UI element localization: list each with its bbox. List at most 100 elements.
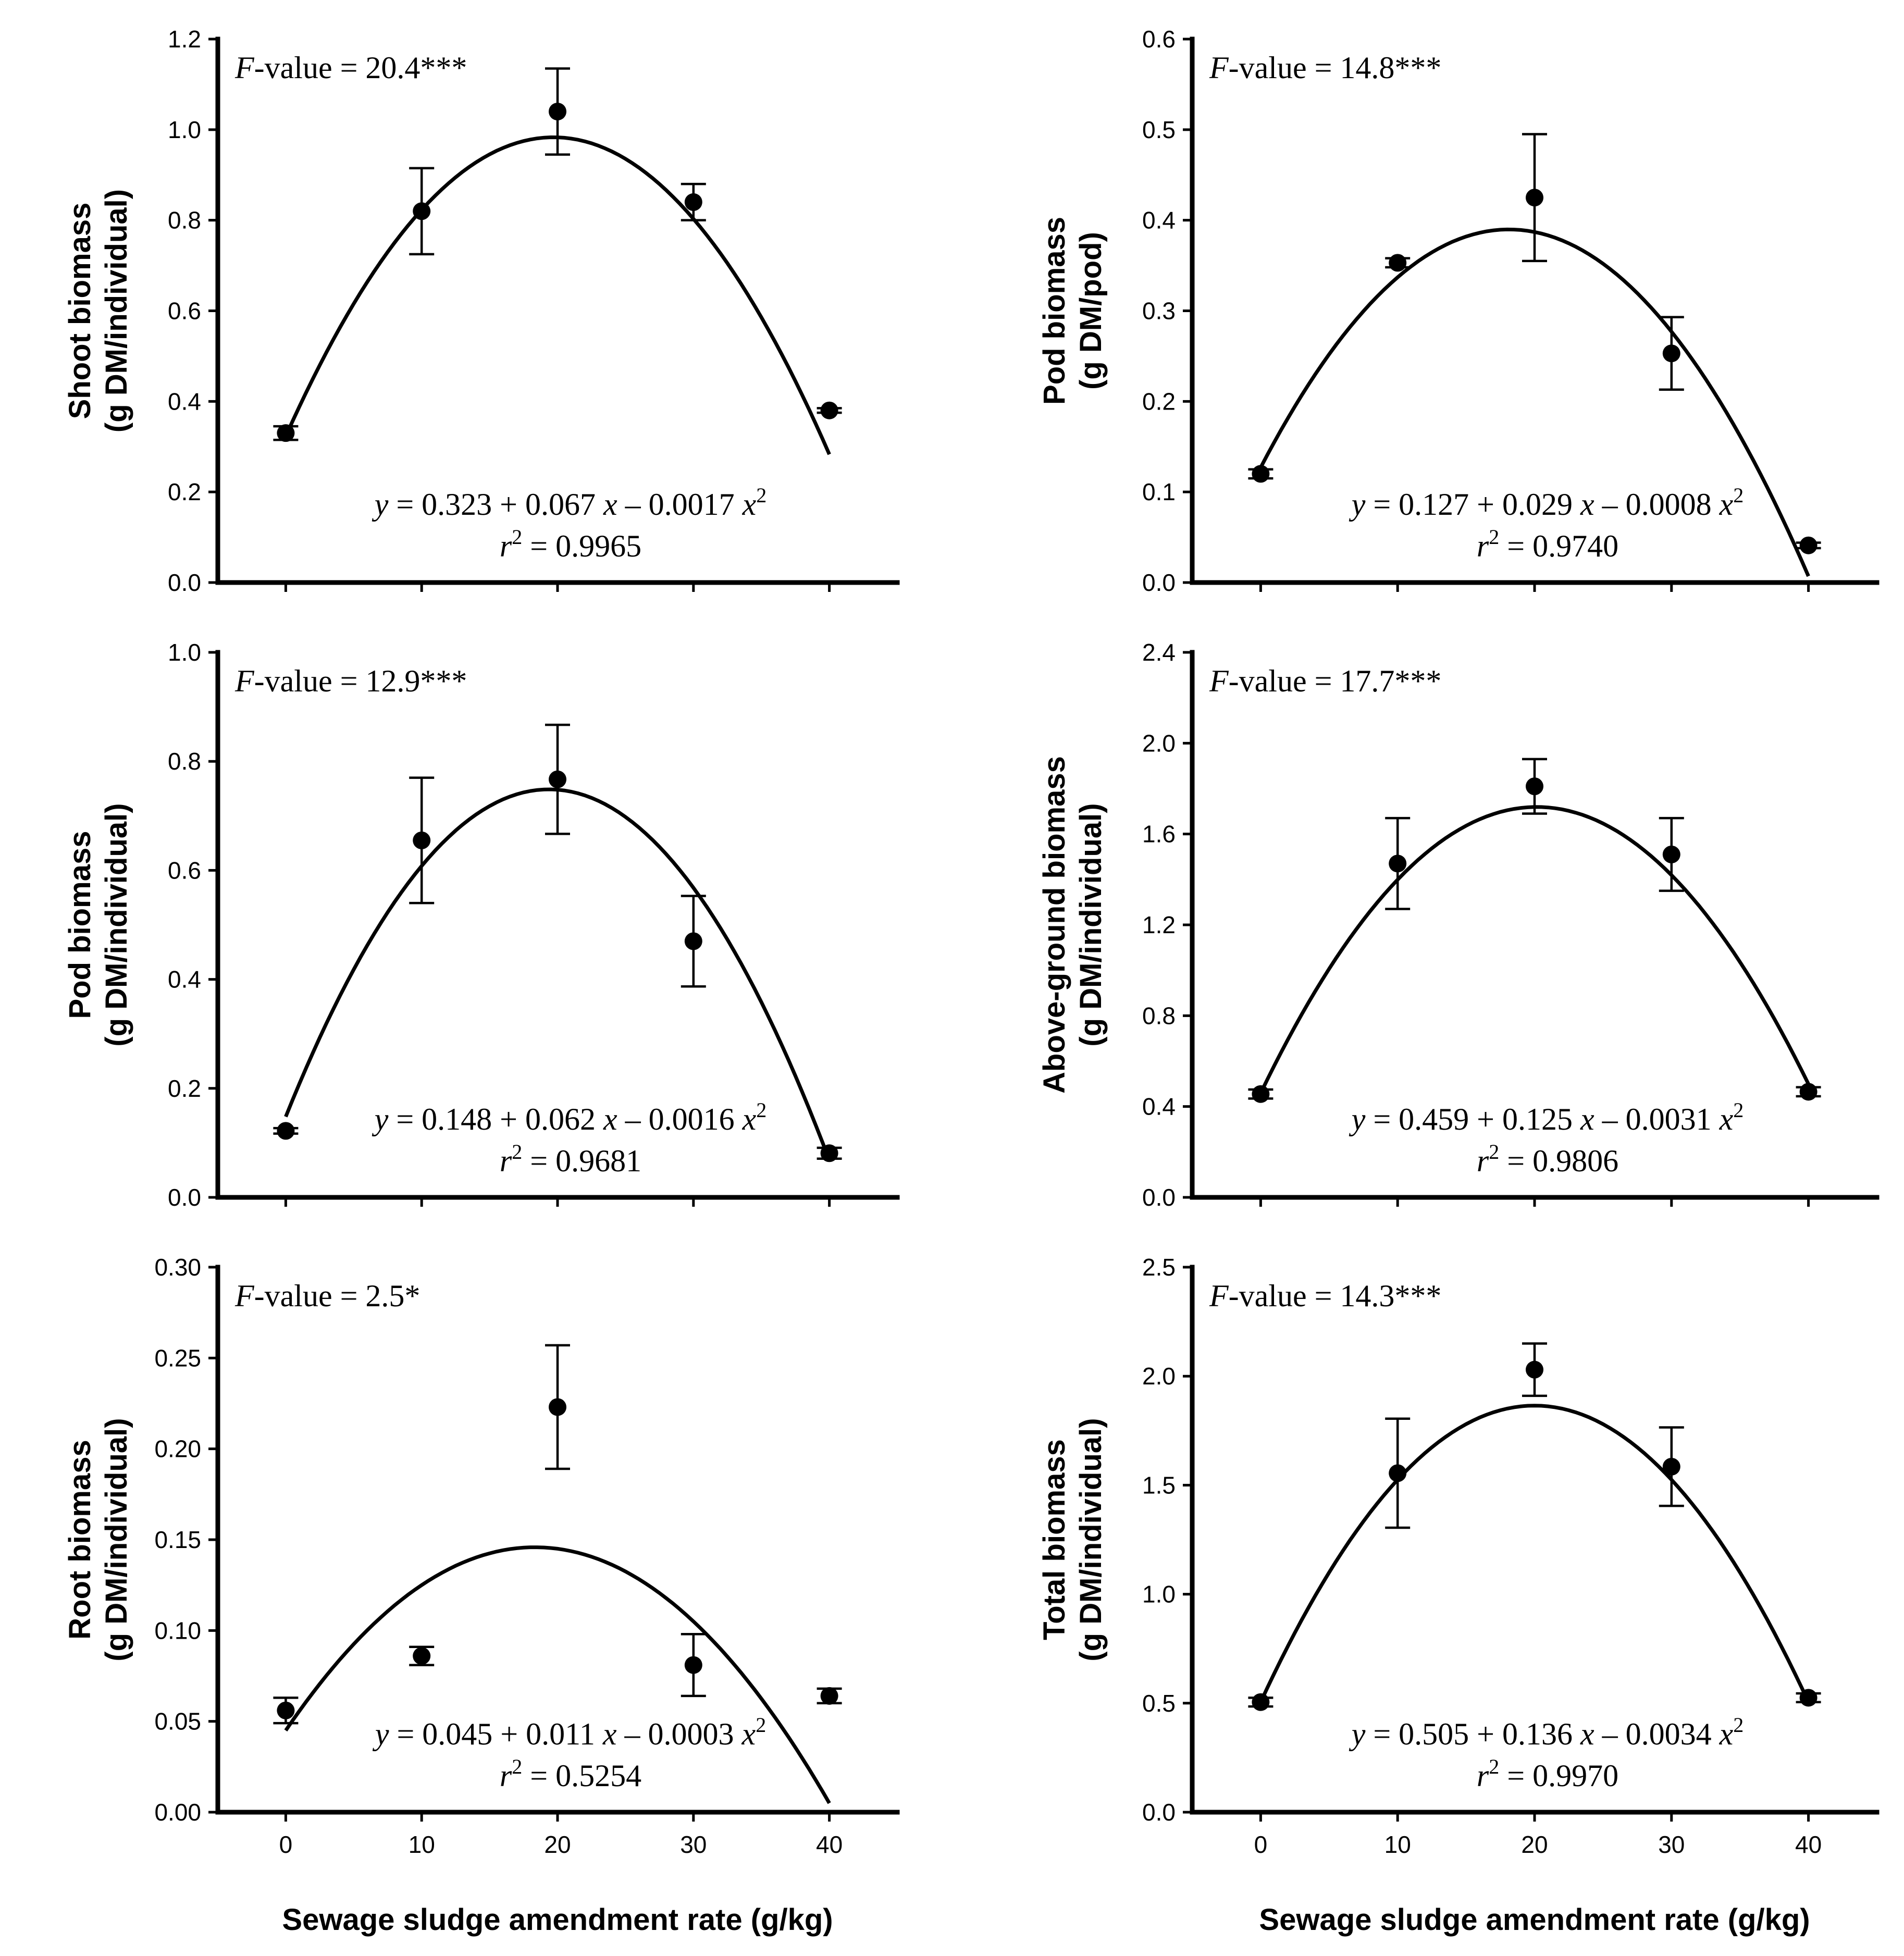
r-symbol: r — [500, 529, 512, 563]
x-axis-label: Sewage sludge amendment rate (g/kg) — [1259, 1903, 1810, 1937]
eq-x-squared: x — [1719, 1102, 1734, 1136]
y-axis-label: Pod biomass(g DM/pod) — [1037, 217, 1108, 405]
data-point — [1526, 189, 1543, 207]
eq-coefficients: = 0.045 + 0.011 — [389, 1717, 602, 1751]
fit-curve — [284, 135, 831, 455]
regression-equation: y = 0.045 + 0.011 x – 0.0003 x2 — [372, 1713, 766, 1751]
eq-x-squared: x — [1719, 487, 1734, 522]
r-value: = 0.5254 — [522, 1759, 641, 1793]
x-tick-label: 20 — [544, 1831, 571, 1858]
f-value-text: -value = 2.5* — [254, 1279, 421, 1313]
data-point — [1389, 855, 1407, 873]
eq-coefficients: = 0.127 + 0.029 — [1365, 487, 1580, 522]
r-squared: r2 = 0.9806 — [1477, 1140, 1618, 1178]
r-exponent: 2 — [1489, 1755, 1499, 1778]
y-tick-label: 0.10 — [154, 1617, 201, 1644]
eq-x: x — [602, 1717, 617, 1751]
y-axis-label-line2: (g DM/individual) — [100, 803, 133, 1046]
data-point — [820, 1144, 838, 1162]
r-value: = 0.9965 — [522, 529, 641, 563]
r-squared: r2 = 0.5254 — [500, 1755, 641, 1793]
eq-x: x — [603, 1102, 617, 1136]
data-point — [1662, 1457, 1680, 1476]
data-point — [1389, 254, 1407, 272]
y-tick-label: 0.0 — [168, 1184, 201, 1211]
x-tick-label: 30 — [1658, 1831, 1685, 1858]
data-point — [1662, 344, 1680, 363]
y-tick-label: 1.5 — [1142, 1471, 1176, 1499]
x-tick-label: 0 — [279, 1831, 293, 1858]
f-symbol: F — [1209, 1279, 1229, 1313]
data-point — [1252, 1693, 1270, 1711]
data-point — [684, 932, 702, 950]
data-point — [1389, 1464, 1407, 1482]
r-symbol: r — [500, 1144, 512, 1178]
y-axis-label-line1: Pod biomass — [1037, 217, 1071, 405]
r-exponent: 2 — [512, 1140, 522, 1163]
y-tick-label: 0.4 — [168, 388, 201, 415]
f-symbol: F — [234, 1279, 255, 1313]
data-point — [1799, 1083, 1818, 1101]
r-exponent: 2 — [512, 1755, 522, 1778]
y-tick-label: 0.4 — [1142, 1093, 1176, 1120]
y-tick-label: 1.2 — [1142, 911, 1176, 938]
y-axis-label: Root biomass(g DM/individual) — [63, 1418, 133, 1661]
r-exponent: 2 — [1489, 525, 1499, 549]
r-symbol: r — [1477, 529, 1489, 563]
data-point — [413, 831, 431, 849]
y-tick-label: 0.4 — [1142, 207, 1176, 234]
y-axis-label-line2: (g DM/individual) — [1074, 803, 1108, 1046]
eq-x: x — [1580, 1102, 1594, 1136]
y-tick-label: 0.6 — [168, 857, 201, 884]
chart-panel-middle-left: 0.0 0.2 0.4 0.6 0.8 1.0 Pod biomass(g DM/indiv… — [63, 639, 900, 1211]
data-point — [684, 1656, 702, 1674]
f-symbol: F — [234, 51, 255, 85]
eq-exponent: 2 — [1733, 484, 1744, 507]
f-value-text: -value = 14.3*** — [1229, 1279, 1442, 1313]
y-tick-label: 1.0 — [168, 116, 201, 143]
f-value-annotation: F-value = 14.8*** — [1209, 51, 1441, 85]
r-symbol: r — [1477, 1759, 1489, 1793]
y-axis-label-line2: (g DM/pod) — [1074, 232, 1108, 390]
r-squared: r2 = 0.9740 — [1477, 525, 1618, 563]
r-symbol: r — [1477, 1144, 1489, 1178]
y-tick-label: 2.0 — [1142, 729, 1176, 757]
x-tick-label: 30 — [680, 1831, 707, 1858]
y-tick-label: 0.2 — [1142, 388, 1176, 415]
eq-exponent: 2 — [756, 1098, 766, 1122]
eq-y: y — [372, 1717, 389, 1751]
y-axis-label-line2: (g DM/individual) — [100, 189, 133, 432]
chart-panel-top-left: 0.0 0.2 0.4 0.6 0.8 1.0 1.2 Shoot biomass(g DM/… — [63, 26, 900, 596]
r-squared: r2 = 0.9965 — [500, 525, 641, 563]
y-axis-label-line1: Shoot biomass — [63, 203, 97, 419]
y-tick-label: 2.4 — [1142, 639, 1176, 666]
eq-x-squared: x — [742, 1102, 757, 1136]
eq-quadratic-coef: – 0.0034 — [1594, 1717, 1720, 1751]
y-axis-label-line1: Pod biomass — [63, 831, 97, 1019]
y-tick-label: 1.6 — [1142, 821, 1176, 848]
y-tick-label: 0.0 — [1142, 569, 1176, 596]
y-axis-label-line2: (g DM/individual) — [1074, 1418, 1108, 1661]
eq-x: x — [1580, 1717, 1594, 1751]
eq-quadratic-coef: – 0.0008 — [1594, 487, 1720, 522]
r-exponent: 2 — [1489, 1140, 1499, 1163]
data-point — [820, 1687, 838, 1705]
f-value-annotation: F-value = 17.7*** — [1209, 664, 1441, 698]
eq-coefficients: = 0.323 + 0.067 — [388, 487, 603, 522]
eq-x-squared: x — [741, 1717, 756, 1751]
eq-quadratic-coef: – 0.0031 — [1594, 1102, 1720, 1136]
f-value-annotation: F-value = 12.9*** — [234, 664, 467, 698]
y-tick-label: 0.8 — [1142, 1002, 1176, 1029]
eq-x: x — [603, 487, 617, 522]
x-axis-label: Sewage sludge amendment rate (g/kg) — [282, 1903, 833, 1937]
f-value-annotation: F-value = 14.3*** — [1209, 1279, 1441, 1313]
data-point — [1252, 1085, 1270, 1103]
y-axis-label: Above-ground biomass(g DM/individual) — [1037, 756, 1108, 1094]
r-value: = 0.9806 — [1499, 1144, 1618, 1178]
y-tick-label: 2.5 — [1142, 1254, 1176, 1281]
chart-panel-top-right: 0.0 0.1 0.2 0.3 0.4 0.5 0.6 Pod biomass(g DM/po… — [1037, 26, 1880, 596]
eq-exponent: 2 — [756, 484, 766, 507]
f-value-annotation: F-value = 2.5* — [234, 1279, 420, 1313]
x-tick-label: 10 — [409, 1831, 435, 1858]
y-tick-label: 0.00 — [154, 1799, 201, 1826]
